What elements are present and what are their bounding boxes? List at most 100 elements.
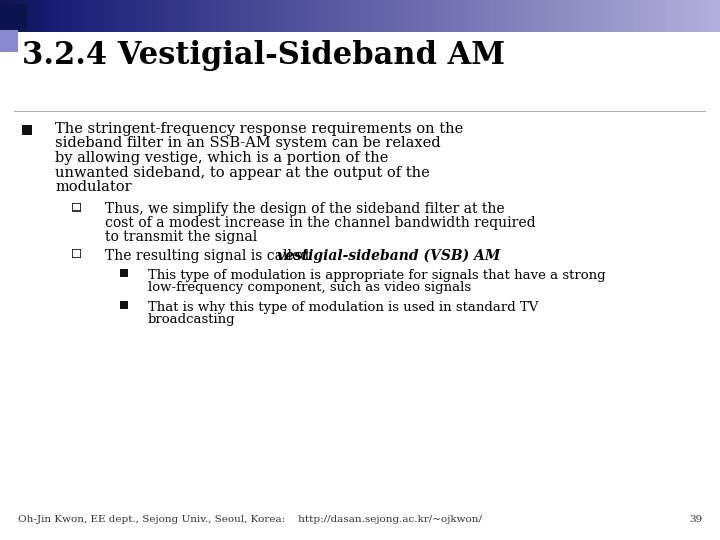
- Bar: [83, 0, 88, 32]
- Bar: [43, 0, 48, 32]
- Bar: [331, 0, 336, 32]
- Bar: [4, 0, 9, 32]
- Bar: [536, 0, 541, 32]
- Bar: [576, 0, 581, 32]
- Bar: [274, 0, 279, 32]
- Bar: [133, 0, 138, 32]
- Bar: [58, 0, 63, 32]
- Bar: [320, 0, 325, 32]
- Bar: [277, 0, 282, 32]
- Bar: [25, 0, 30, 32]
- Bar: [335, 0, 340, 32]
- Bar: [227, 0, 232, 32]
- Bar: [198, 0, 203, 32]
- Bar: [500, 0, 505, 32]
- Bar: [86, 0, 91, 32]
- Bar: [490, 0, 495, 32]
- Bar: [655, 0, 660, 32]
- Bar: [29, 0, 34, 32]
- Bar: [432, 0, 437, 32]
- Bar: [101, 0, 106, 32]
- Bar: [468, 0, 473, 32]
- Bar: [32, 0, 37, 32]
- Bar: [526, 0, 531, 32]
- Bar: [176, 0, 181, 32]
- Bar: [270, 0, 275, 32]
- Bar: [425, 0, 430, 32]
- Bar: [173, 0, 178, 32]
- Bar: [637, 0, 642, 32]
- Bar: [662, 0, 667, 32]
- Text: 3.2.4 Vestigial-Sideband AM: 3.2.4 Vestigial-Sideband AM: [22, 40, 505, 71]
- Bar: [155, 0, 160, 32]
- Bar: [684, 0, 689, 32]
- Bar: [94, 0, 99, 32]
- Bar: [158, 0, 163, 32]
- Bar: [418, 0, 423, 32]
- Bar: [385, 0, 390, 32]
- Bar: [205, 0, 210, 32]
- Bar: [533, 0, 538, 32]
- Bar: [191, 0, 196, 32]
- Bar: [666, 0, 671, 32]
- Bar: [76, 0, 81, 32]
- Bar: [554, 0, 559, 32]
- Bar: [590, 0, 595, 32]
- Bar: [706, 0, 711, 32]
- Text: to transmit the signal: to transmit the signal: [105, 230, 257, 244]
- Bar: [14, 0, 19, 32]
- Bar: [522, 0, 527, 32]
- Bar: [360, 0, 365, 32]
- Bar: [421, 0, 426, 32]
- Bar: [241, 0, 246, 32]
- Bar: [353, 0, 358, 32]
- Bar: [317, 0, 322, 32]
- Bar: [252, 0, 257, 32]
- Bar: [716, 0, 720, 32]
- Bar: [230, 0, 235, 32]
- Bar: [443, 0, 448, 32]
- Bar: [119, 0, 124, 32]
- Bar: [569, 0, 574, 32]
- Bar: [547, 0, 552, 32]
- Bar: [349, 0, 354, 32]
- Bar: [414, 0, 419, 32]
- Bar: [295, 0, 300, 32]
- Bar: [288, 0, 293, 32]
- Bar: [461, 0, 466, 32]
- Bar: [310, 0, 315, 32]
- Bar: [688, 0, 693, 32]
- Bar: [166, 0, 171, 32]
- Bar: [130, 0, 135, 32]
- Bar: [680, 0, 685, 32]
- Bar: [223, 0, 228, 32]
- Bar: [551, 0, 556, 32]
- Bar: [587, 0, 592, 32]
- Bar: [454, 0, 459, 32]
- Bar: [515, 0, 520, 32]
- Text: The stringent-frequency response requirements on the: The stringent-frequency response require…: [55, 122, 463, 136]
- Bar: [594, 0, 599, 32]
- Bar: [284, 0, 289, 32]
- Text: by allowing vestige, which is a portion of the: by allowing vestige, which is a portion …: [55, 151, 388, 165]
- Bar: [612, 0, 617, 32]
- Bar: [400, 0, 405, 32]
- Bar: [248, 0, 253, 32]
- Bar: [72, 0, 77, 32]
- Bar: [436, 0, 441, 32]
- Bar: [518, 0, 523, 32]
- Bar: [389, 0, 394, 32]
- Bar: [439, 0, 444, 32]
- Bar: [245, 0, 250, 32]
- Bar: [299, 0, 304, 32]
- Bar: [691, 0, 696, 32]
- Bar: [562, 0, 567, 32]
- Bar: [104, 0, 109, 32]
- Bar: [115, 0, 120, 32]
- Text: modulator: modulator: [55, 180, 132, 194]
- Bar: [670, 0, 675, 32]
- Bar: [356, 0, 361, 32]
- Bar: [608, 0, 613, 32]
- Bar: [648, 0, 653, 32]
- Bar: [450, 0, 455, 32]
